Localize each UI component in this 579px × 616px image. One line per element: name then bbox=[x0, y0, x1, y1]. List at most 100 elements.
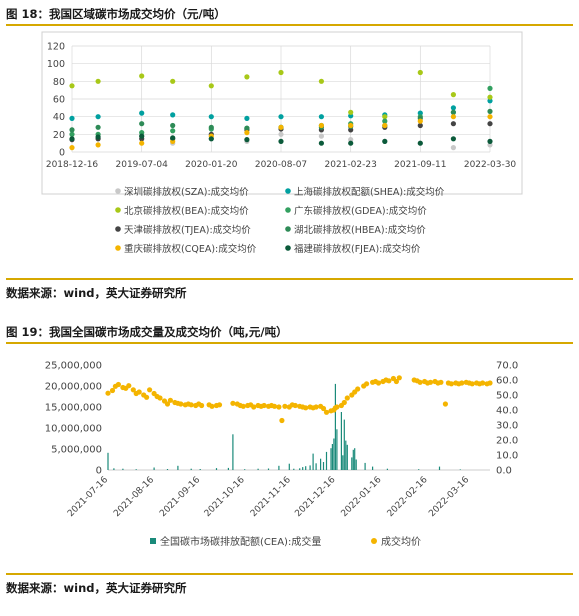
price-point bbox=[109, 387, 116, 394]
x-tick-label: 2022-01-16 bbox=[340, 475, 384, 519]
legend-label: 湖北碳排放权(HBEA):成交均价 bbox=[294, 224, 426, 236]
x-tick-label: 2021-09-11 bbox=[394, 160, 446, 170]
volume-bar bbox=[135, 469, 137, 470]
data-point bbox=[450, 109, 456, 115]
data-point bbox=[244, 74, 250, 80]
data-point bbox=[244, 130, 250, 136]
volume-bar bbox=[293, 468, 295, 470]
figure18-bottom-rule bbox=[6, 278, 573, 280]
figure19-top-rule bbox=[6, 342, 573, 344]
volume-bar bbox=[459, 469, 461, 470]
data-point bbox=[450, 105, 456, 111]
y-right-tick-label: 60.0 bbox=[496, 376, 518, 387]
y-tick-label: 80 bbox=[53, 77, 65, 88]
volume-bar bbox=[122, 468, 124, 470]
price-point bbox=[199, 402, 205, 409]
price-point bbox=[355, 386, 361, 392]
volume-bar bbox=[312, 453, 314, 470]
volume-bar bbox=[418, 469, 420, 470]
data-point bbox=[170, 78, 176, 84]
y-tick-label: 100 bbox=[47, 59, 65, 70]
data-point bbox=[318, 114, 324, 120]
data-point bbox=[450, 114, 456, 120]
legend-marker-price bbox=[371, 538, 377, 544]
volume-bar bbox=[355, 459, 357, 470]
data-point bbox=[348, 140, 354, 146]
legend-label: 北京碳排放权(BEA):成交均价 bbox=[124, 205, 249, 217]
volume-bar bbox=[336, 429, 338, 470]
data-point bbox=[95, 114, 101, 120]
data-point bbox=[69, 131, 75, 137]
data-point bbox=[348, 122, 354, 129]
data-point bbox=[318, 133, 324, 139]
price-point bbox=[178, 401, 184, 407]
price-point bbox=[282, 403, 288, 409]
y-left-tick-label: 5,000,000 bbox=[51, 445, 102, 456]
x-tick-label: 2022-02-16 bbox=[386, 475, 430, 519]
volume-bar bbox=[315, 463, 317, 470]
data-point bbox=[95, 142, 101, 148]
data-point bbox=[170, 112, 176, 118]
volume-bar bbox=[330, 448, 332, 470]
legend-label: 福建碳排放权(FJEA):成交均价 bbox=[294, 243, 421, 255]
price-point bbox=[442, 401, 448, 407]
y-right-tick-label: 10.0 bbox=[496, 451, 518, 462]
data-point bbox=[450, 145, 456, 151]
price-point bbox=[393, 378, 399, 385]
price-point bbox=[164, 401, 171, 407]
price-point bbox=[375, 380, 382, 386]
volume-bar bbox=[322, 462, 325, 470]
data-point bbox=[244, 137, 250, 143]
price-point bbox=[448, 381, 454, 387]
data-point bbox=[487, 94, 493, 100]
data-point bbox=[278, 124, 284, 130]
data-point bbox=[487, 108, 493, 114]
legend-marker-volume bbox=[150, 538, 156, 544]
data-point bbox=[348, 137, 354, 143]
legend-label-volume: 全国碳市场碳排放配额(CEA):成交量 bbox=[160, 535, 321, 548]
price-point bbox=[188, 402, 194, 408]
price-point bbox=[323, 409, 330, 415]
data-point bbox=[208, 136, 214, 142]
price-point bbox=[480, 380, 486, 386]
data-point bbox=[139, 140, 145, 146]
price-point bbox=[427, 379, 434, 385]
volume-bar bbox=[257, 468, 259, 470]
volume-bar bbox=[227, 467, 229, 470]
data-point bbox=[417, 110, 423, 116]
price-point bbox=[136, 389, 142, 395]
price-point bbox=[105, 390, 111, 396]
price-point bbox=[438, 379, 444, 385]
legend-marker bbox=[285, 245, 291, 251]
volume-bar bbox=[113, 468, 115, 470]
price-point bbox=[167, 397, 173, 403]
y-tick-label: 0 bbox=[59, 148, 65, 159]
y-right-tick-label: 0.0 bbox=[496, 466, 512, 477]
chart-frame bbox=[41, 31, 523, 195]
legend-marker bbox=[115, 207, 121, 213]
x-tick-label: 2022-03-16 bbox=[427, 475, 471, 519]
x-tick-label: 2021-07-16 bbox=[66, 475, 110, 519]
x-tick-label: 2021-02-23 bbox=[325, 160, 377, 170]
volume-bar bbox=[267, 468, 270, 470]
price-point bbox=[209, 403, 215, 409]
price-point bbox=[147, 387, 153, 393]
data-point bbox=[244, 115, 250, 121]
price-point bbox=[487, 380, 493, 386]
data-point bbox=[382, 118, 388, 124]
volume-bar bbox=[190, 468, 192, 470]
y-tick-label: 40 bbox=[53, 112, 65, 123]
volume-bar bbox=[340, 412, 342, 470]
x-tick-label: 2020-01-20 bbox=[185, 160, 238, 170]
price-point bbox=[130, 387, 136, 393]
price-point bbox=[157, 395, 163, 401]
price-point bbox=[271, 403, 278, 409]
volume-bar bbox=[232, 434, 234, 470]
volume-bar bbox=[166, 469, 169, 470]
x-tick-label: 2022-03-30 bbox=[464, 160, 517, 170]
legend-marker bbox=[285, 207, 291, 213]
x-tick-label: 2021-12-16 bbox=[293, 475, 337, 519]
data-point bbox=[348, 109, 354, 115]
volume-bar bbox=[343, 419, 345, 470]
legend-label: 天津碳排放权(TJEA):成交均价 bbox=[124, 224, 251, 236]
